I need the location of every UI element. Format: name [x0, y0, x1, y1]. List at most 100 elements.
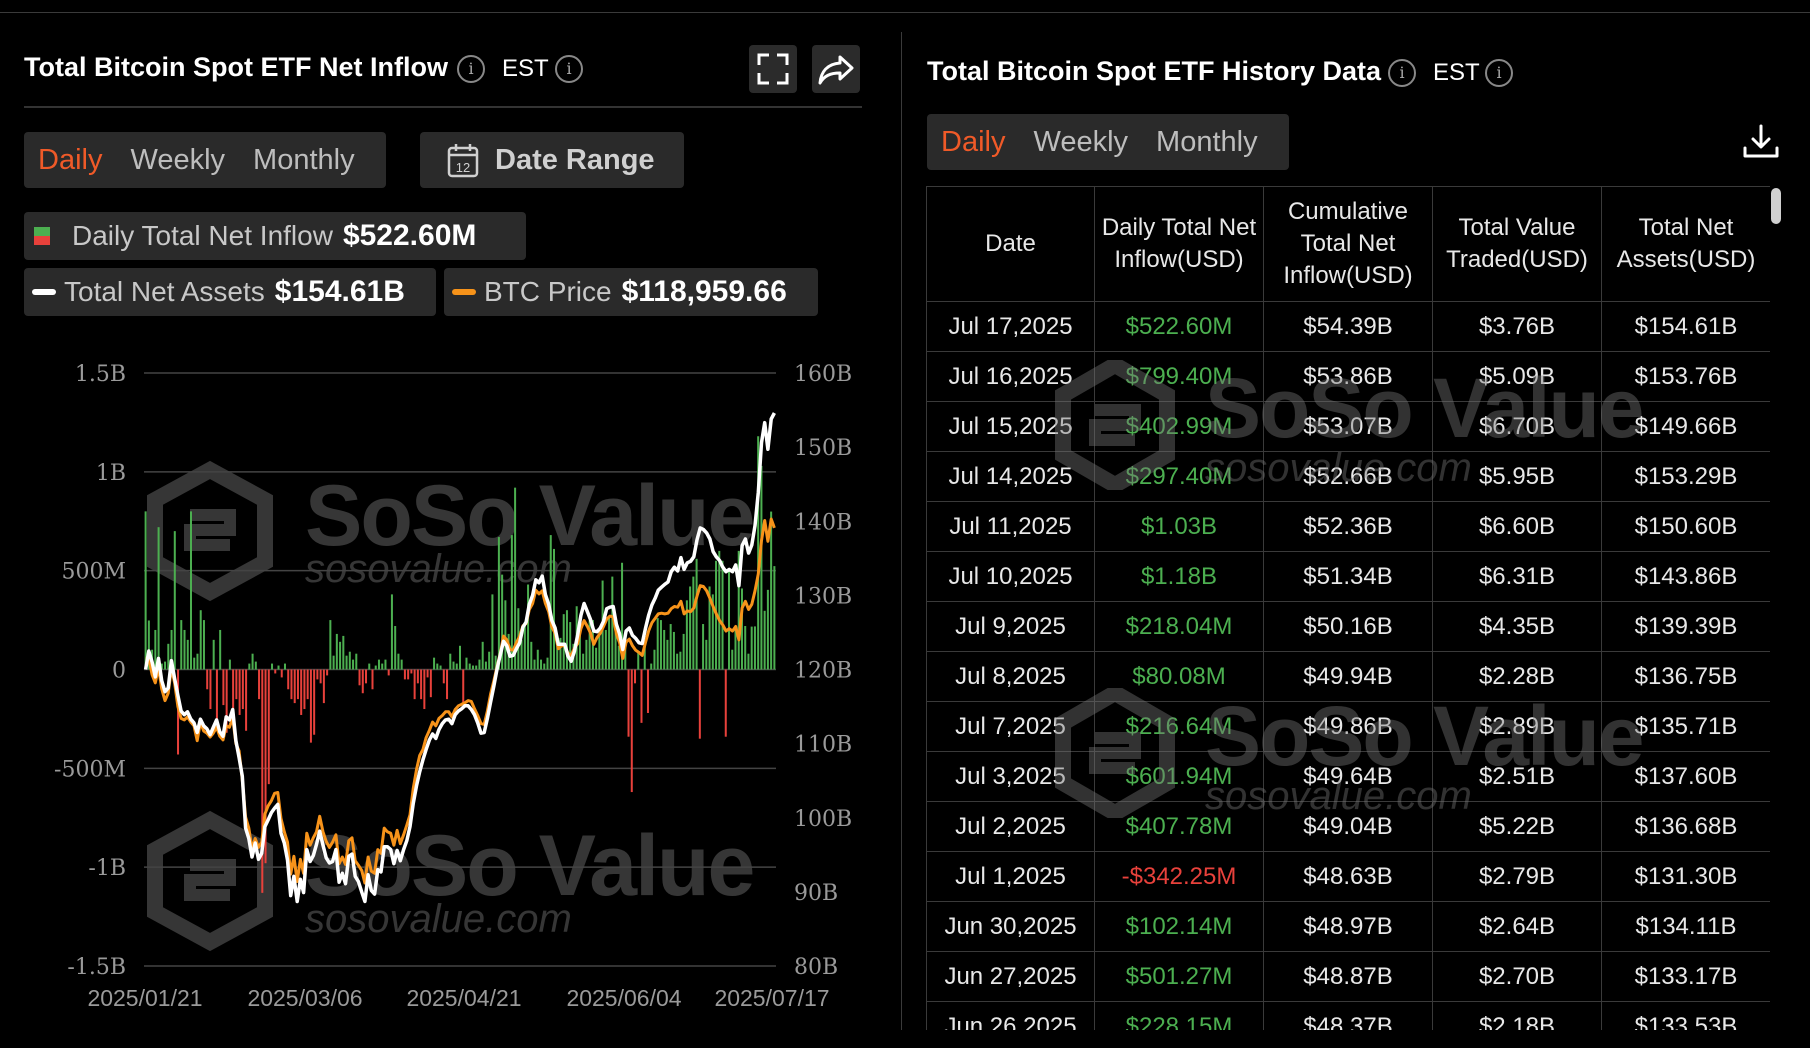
inflow-bar — [766, 589, 769, 670]
inflow-bar — [245, 669, 248, 731]
inflow-bar — [154, 629, 157, 670]
table-row[interactable]: Jul 8,2025 $80.08M $49.94B $2.28B $136.75B — [926, 651, 1770, 702]
total-net-assets-line — [143, 412, 776, 904]
cell-date: Jul 2,2025 — [926, 801, 1095, 852]
history-tab-weekly[interactable]: Weekly — [1033, 125, 1129, 158]
tab-daily[interactable]: Daily — [38, 143, 103, 176]
legend-btc-price[interactable]: BTC Price $118,959.66 — [444, 268, 818, 316]
history-table-container[interactable]: Date Daily Total Net Inflow(USD) Cumulat… — [926, 186, 1770, 1030]
table-scrollbar[interactable] — [1771, 188, 1781, 224]
inflow-bar — [410, 669, 413, 674]
panel-divider — [901, 32, 902, 1030]
inflow-bar — [355, 653, 358, 670]
table-row[interactable]: Jul 16,2025 $799.40M $53.86B $5.09B $153.76B — [926, 351, 1770, 402]
inflow-bar — [345, 655, 348, 670]
inflow-bar — [313, 669, 316, 735]
col-header-cumulative-inflow[interactable]: Cumulative Total Net Inflow(USD) — [1263, 186, 1433, 302]
inflow-bar — [530, 641, 533, 670]
inflow-bar — [763, 610, 766, 670]
col-header-date[interactable]: Date — [926, 186, 1095, 302]
history-tab-daily[interactable]: Daily — [941, 125, 1006, 158]
inflow-bar — [744, 626, 747, 670]
y-left-tick-label: -500M — [54, 757, 126, 782]
cell-value-traded: $2.70B — [1432, 951, 1602, 1002]
cell-cumulative-inflow: $53.07B — [1263, 401, 1433, 452]
inflow-bar — [326, 669, 329, 676]
cell-net-assets: $135.71B — [1601, 701, 1770, 752]
inflow-bar — [390, 594, 393, 670]
inflow-bar — [274, 669, 277, 674]
table-row[interactable]: Jul 15,2025 $402.99M $53.07B $6.70B $149.66B — [926, 401, 1770, 452]
cell-date: Jul 16,2025 — [926, 351, 1095, 402]
fullscreen-button[interactable] — [749, 45, 797, 93]
history-timezone-info-icon[interactable]: i — [1485, 59, 1513, 87]
history-tab-monthly[interactable]: Monthly — [1156, 125, 1258, 158]
table-row[interactable]: Jul 9,2025 $218.04M $50.16B $4.35B $139.39B — [926, 601, 1770, 652]
cell-daily-inflow: $80.08M — [1094, 651, 1264, 702]
table-row[interactable]: Jun 26,2025 $228.15M $48.37B $2.18B $133.53B — [926, 1001, 1770, 1030]
cell-net-assets: $134.11B — [1601, 901, 1770, 952]
inflow-bar — [705, 639, 708, 670]
table-row[interactable]: Jul 14,2025 $297.40M $52.66B $5.95B $153.29B — [926, 451, 1770, 502]
legend-inflow-value: $522.60M — [342, 219, 477, 252]
table-row[interactable]: Jul 1,2025 -$342.25M $48.63B $2.79B $131.30B — [926, 851, 1770, 902]
inflow-bar — [180, 620, 183, 670]
table-row[interactable]: Jul 7,2025 $216.64M $49.86B $2.89B $135.71B — [926, 701, 1770, 752]
table-row[interactable]: Jul 10,2025 $1.18B $51.34B $6.31B $143.86B — [926, 551, 1770, 602]
table-row[interactable]: Jul 2,2025 $407.78M $49.04B $5.22B $136.68B — [926, 801, 1770, 852]
inflow-bar — [335, 633, 338, 670]
timezone-info-icon[interactable]: i — [555, 55, 583, 83]
download-icon[interactable] — [1741, 122, 1781, 162]
inflow-bar — [446, 669, 449, 700]
inflow-bar — [497, 537, 500, 670]
tab-weekly[interactable]: Weekly — [130, 143, 226, 176]
inflow-bar — [582, 653, 585, 670]
inflow-bar — [368, 663, 371, 670]
cell-daily-inflow: $228.15M — [1094, 1001, 1264, 1030]
table-row[interactable]: Jun 30,2025 $102.14M $48.97B $2.64B $134.11B — [926, 901, 1770, 952]
cell-date: Jul 14,2025 — [926, 451, 1095, 502]
inflow-bar — [708, 586, 711, 670]
y-left-tick-label: -1.5B — [67, 955, 126, 980]
y-left-tick-label: 1B — [96, 461, 126, 486]
inflow-bar — [436, 663, 439, 670]
table-row[interactable]: Jul 3,2025 $601.94M $49.64B $2.51B $137.60B — [926, 751, 1770, 802]
legend-daily-inflow[interactable]: Daily Total Net Inflow $522.60M — [24, 212, 526, 260]
share-button[interactable] — [812, 45, 860, 93]
table-row[interactable]: Jul 17,2025 $522.60M $54.39B $3.76B $154.61B — [926, 301, 1770, 352]
cell-date: Jul 1,2025 — [926, 851, 1095, 902]
inflow-bar — [611, 576, 614, 670]
cell-net-assets: $139.39B — [1601, 601, 1770, 652]
date-range-label: Date Range — [495, 143, 655, 176]
legend-btc-value: $118,959.66 — [621, 275, 787, 308]
inflow-bar — [669, 624, 672, 670]
legend-total-net-assets[interactable]: Total Net Assets $154.61B — [24, 268, 436, 316]
history-info-icon[interactable]: i — [1388, 59, 1416, 87]
inflow-bar — [439, 665, 442, 670]
inflow-bar — [737, 550, 740, 670]
col-header-value-traded[interactable]: Total Value Traded(USD) — [1432, 186, 1602, 302]
table-row[interactable]: Jul 11,2025 $1.03B $52.36B $6.60B $150.60B — [926, 501, 1770, 552]
inflow-bar — [659, 620, 662, 670]
cell-daily-inflow: $1.03B — [1094, 501, 1264, 552]
inflow-bar — [251, 653, 254, 670]
date-range-button[interactable]: 12 Date Range — [420, 132, 684, 188]
tab-monthly[interactable]: Monthly — [253, 143, 355, 176]
inflow-bar — [478, 659, 481, 670]
col-header-net-assets[interactable]: Total Net Assets(USD) — [1601, 186, 1770, 302]
inflow-bar — [319, 669, 322, 684]
info-icon[interactable]: i — [457, 55, 485, 83]
inflow-bar — [400, 659, 403, 670]
inflow-bar — [193, 657, 196, 670]
inflow-bar — [520, 639, 523, 670]
inflow-bar — [235, 669, 238, 700]
cell-daily-inflow: $407.78M — [1094, 801, 1264, 852]
cell-net-assets: $136.68B — [1601, 801, 1770, 852]
col-header-daily-inflow[interactable]: Daily Total Net Inflow(USD) — [1094, 186, 1264, 302]
cell-value-traded: $2.18B — [1432, 1001, 1602, 1030]
table-row[interactable]: Jun 27,2025 $501.27M $48.87B $2.70B $133.17B — [926, 951, 1770, 1002]
x-tick-label: 2025/04/21 — [406, 985, 521, 1011]
inflow-bar — [144, 511, 147, 670]
